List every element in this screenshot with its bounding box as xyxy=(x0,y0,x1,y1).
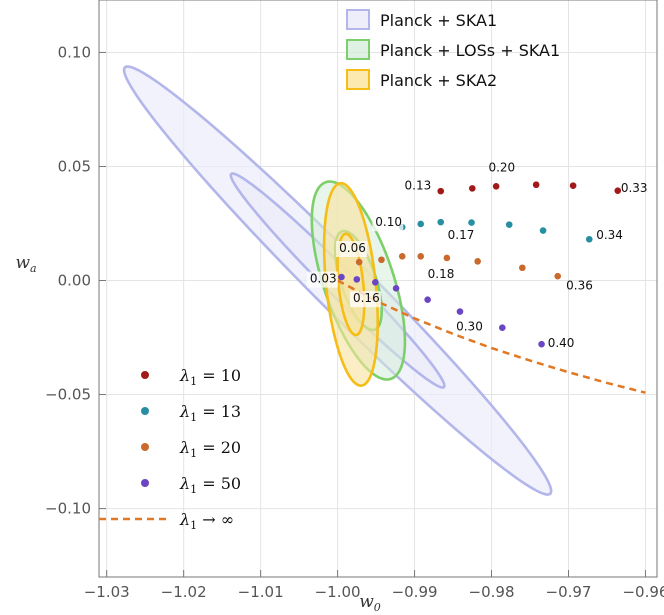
point-series0-3 xyxy=(532,181,540,189)
point-series1-4 xyxy=(505,221,513,228)
legend-top-swatch-1 xyxy=(346,39,370,60)
x-tick-label-7: −0.96 xyxy=(622,583,664,601)
x-tick-label-4: −0.99 xyxy=(392,583,438,601)
legend-bottom-marker-0 xyxy=(141,371,149,379)
y-tick-label-4: 0.10 xyxy=(58,43,91,61)
annotation-2: 0.33 xyxy=(621,181,648,195)
y-ticks: −0.10 −0.05 0.00 0.05 0.10 xyxy=(45,43,106,518)
point-series0-2 xyxy=(492,183,500,190)
point-annotations: 0.13 0.20 0.33 0.10 0.17 0.34 0.06 0.18 0.36 0.03… xyxy=(306,161,648,350)
annotation-1: 0.20 xyxy=(488,161,515,175)
point-series0-4 xyxy=(569,182,577,189)
legend-top-label-0: Planck + SKA1 xyxy=(380,11,497,30)
ellipse-2-inner xyxy=(336,232,366,337)
point-series3-1 xyxy=(353,276,361,283)
point-series1-2 xyxy=(437,218,445,226)
annotation-box-10 xyxy=(349,291,381,308)
point-series1-5 xyxy=(539,227,547,234)
x-tick-label-3: −1.00 xyxy=(315,583,361,601)
annotation-box-9 xyxy=(306,271,338,288)
limit-curve xyxy=(337,279,646,394)
y-axis-label: wa xyxy=(15,253,36,275)
point-series2-0 xyxy=(355,258,363,266)
legend-bottom-label-0: λ1 = 10 xyxy=(179,366,241,388)
legend-top-swatch-0 xyxy=(346,9,370,30)
point-series2-7 xyxy=(554,272,562,280)
x-tick-label-2: −1.01 xyxy=(238,583,284,601)
point-series1-6 xyxy=(585,235,593,243)
point-series2-6 xyxy=(519,264,526,272)
point-series2-4 xyxy=(443,254,451,262)
annotation-3: 0.10 xyxy=(375,215,402,229)
legend-bottom-left: λ1 = 10 λ1 = 13 λ1 = 20 λ1 = 50 λ1 → ∞ xyxy=(99,366,241,532)
legend-bottom-marker-1 xyxy=(141,407,149,415)
y-tick-label-0: −0.10 xyxy=(45,500,91,518)
annotation-11: 0.30 xyxy=(456,320,483,334)
annotation-9: 0.03 xyxy=(310,272,337,286)
annotation-10: 0.16 xyxy=(353,291,380,305)
y-tick-label-3: 0.05 xyxy=(58,157,91,175)
plot-frame xyxy=(98,0,658,578)
annotation-0: 0.13 xyxy=(405,179,432,193)
y-tick-label-1: −0.05 xyxy=(45,386,91,404)
x-tick-label-6: −0.97 xyxy=(546,583,592,601)
legend-top-swatch-2 xyxy=(346,69,370,90)
point-series2-2 xyxy=(398,253,406,260)
point-series3-7 xyxy=(538,340,545,348)
legend-top-label-2: Planck + SKA2 xyxy=(380,71,497,90)
annotation-7: 0.18 xyxy=(428,267,455,281)
legend-bottom-label-4: λ1 → ∞ xyxy=(179,510,234,532)
x-axis-label: w0 xyxy=(359,592,381,614)
point-series0-5 xyxy=(614,187,622,194)
legend-bottom-marker-3 xyxy=(141,479,149,487)
point-series1-3 xyxy=(468,219,475,226)
annotation-6: 0.06 xyxy=(339,241,366,255)
legend-bottom-marker-2 xyxy=(141,443,149,451)
x-tick-label-0: −1.03 xyxy=(84,583,130,601)
point-series3-0 xyxy=(338,273,345,281)
point-series3-5 xyxy=(456,308,464,315)
point-series3-2 xyxy=(372,279,379,286)
annotation-12: 0.40 xyxy=(548,336,575,350)
point-series2-3 xyxy=(417,253,425,260)
point-series3-4 xyxy=(424,296,431,303)
legend-top-label-1: Planck + LOSs + SKA1 xyxy=(380,41,560,60)
annotation-box-6 xyxy=(336,241,368,258)
point-series2-1 xyxy=(378,256,385,264)
legend-bottom-label-1: λ1 = 13 xyxy=(179,402,241,424)
y-tick-label-2: 0.00 xyxy=(58,272,91,290)
legend-bottom-label-2: λ1 = 20 xyxy=(179,438,241,460)
legend-bottom-label-3: λ1 = 50 xyxy=(179,474,241,496)
point-series1-1 xyxy=(417,220,425,228)
point-series3-3 xyxy=(392,284,400,292)
point-series0-1 xyxy=(468,185,476,192)
annotation-5: 0.34 xyxy=(596,228,623,242)
limit-curve-line xyxy=(337,279,646,394)
x-tick-label-5: −0.98 xyxy=(469,583,515,601)
point-series0-0 xyxy=(437,187,445,195)
x-ticks: −1.03 −1.02 −1.01 −1.00 −0.99 −0.98 −0.97 −0.96 xyxy=(84,570,664,601)
annotation-box-3 xyxy=(372,215,404,232)
annotation-4: 0.17 xyxy=(448,228,475,242)
point-series3-6 xyxy=(498,324,506,332)
x-tick-label-1: −1.02 xyxy=(161,583,207,601)
legend-top-right: Planck + SKA1 Planck + LOSs + SKA1 Planck … xyxy=(346,9,560,90)
point-series2-5 xyxy=(474,258,481,265)
annotation-8: 0.36 xyxy=(566,279,593,293)
